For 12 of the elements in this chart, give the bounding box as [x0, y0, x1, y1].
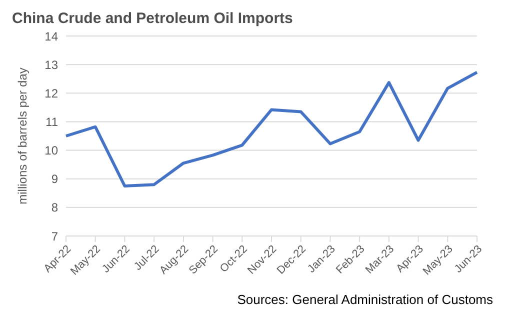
y-tick-label: 12 [44, 86, 58, 100]
source-note: Sources: General Administration of Customs [237, 292, 493, 307]
y-tick-label: 9 [51, 172, 58, 186]
y-tick-label: 11 [46, 114, 58, 129]
y-tick-label: 8 [51, 200, 58, 215]
line-series [64, 70, 478, 188]
chart-title: China Crude and Petroleum Oil Imports [12, 10, 293, 27]
y-tick-label: 10 [44, 144, 58, 158]
y-axis-title: millions of barrels per day [15, 68, 30, 204]
y-tick-label: 14 [44, 29, 58, 44]
y-tick-label: 13 [44, 58, 58, 72]
y-tick-label: 7 [51, 229, 58, 244]
